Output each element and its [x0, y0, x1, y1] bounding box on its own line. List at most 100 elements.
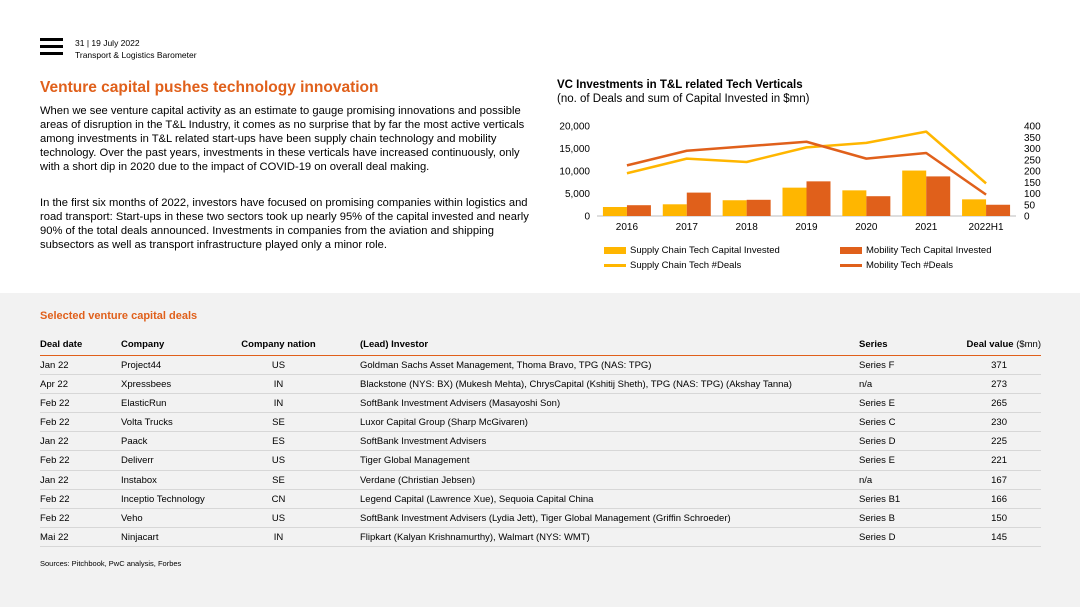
cell-date: Feb 22: [40, 398, 70, 410]
bar-mobility-tech-capital-invested: [746, 199, 771, 216]
table-row: Jan 22 Instabox SE Verdane (Christian Jebse…: [40, 471, 1041, 490]
cell-investor: SoftBank Investment Advisers: [360, 436, 487, 448]
article-paragraph-1: When we see venture capital activity as …: [40, 105, 525, 173]
table-row: Feb 22 ElasticRun IN SoftBank Investment Ad…: [40, 394, 1041, 414]
bar-supply-chain-tech-capital-invested: [722, 200, 747, 216]
legend-mobility-capital: Mobility Tech Capital Invested: [840, 245, 992, 256]
deals-panel: [0, 293, 1080, 607]
cell-value: 371: [991, 360, 1007, 371]
table-row: Feb 22 Deliverr US Tiger Global Management S…: [40, 451, 1041, 471]
bar-supply-chain-tech-capital-invested: [962, 199, 987, 216]
bar-supply-chain-tech-capital-invested: [782, 187, 807, 216]
bar-mobility-tech-capital-invested: [626, 205, 651, 216]
cell-series: Series E: [859, 455, 895, 467]
x-tick-label: 2017: [676, 222, 699, 233]
y-left-tick-label: 0: [584, 212, 590, 223]
cell-value: 265: [991, 398, 1007, 410]
cell-company: Instabox: [121, 474, 157, 486]
y-left-tick-label: 10,000: [559, 167, 590, 178]
cell-investor: Flipkart (Kalyan Krishnamurthy), Walmart…: [360, 531, 590, 543]
cell-series: Series E: [859, 398, 895, 410]
cell-date: Mai 22: [40, 531, 69, 543]
cell-series: Series B: [859, 512, 895, 524]
cell-nation: IN: [273, 379, 284, 391]
cell-series: Series B1: [859, 493, 901, 505]
cell-investor: Tiger Global Management: [360, 455, 470, 467]
cell-company: Paack: [121, 436, 148, 448]
deals-table-header: Deal date Company Company nation (Lead) …: [40, 339, 1041, 356]
cell-series: Series F: [859, 360, 895, 371]
y-right-tick-label: 250: [1024, 155, 1041, 166]
publication-name: Transport & Logistics Barometer: [75, 50, 197, 60]
y-right-tick-label: 200: [1024, 167, 1041, 178]
y-right-tick-label: 350: [1024, 133, 1041, 144]
cell-date: Jan 22: [40, 360, 69, 371]
cell-nation: SE: [272, 474, 285, 486]
cell-nation: IN: [273, 531, 284, 543]
col-company: Company: [121, 339, 165, 350]
y-left-tick-label: 5,000: [565, 189, 590, 200]
bar-mobility-tech-capital-invested: [686, 192, 711, 216]
chart-title: VC Investments in T&L related Tech Verti…: [557, 79, 803, 91]
article-title: Venture capital pushes technology innova…: [40, 79, 379, 96]
x-tick-label: 2021: [915, 222, 938, 233]
cell-investor: Luxor Capital Group (Sharp McGivaren): [360, 417, 528, 429]
cell-nation: ES: [272, 436, 285, 448]
cell-company: Project44: [121, 360, 162, 371]
bar-mobility-tech-capital-invested: [926, 176, 951, 216]
deals-title: Selected venture capital deals: [40, 310, 198, 322]
col-investor: (Lead) Investor: [360, 339, 429, 350]
cell-series: Series D: [859, 531, 896, 543]
cell-date: Feb 22: [40, 455, 70, 467]
col-deal-date: Deal date: [40, 339, 83, 350]
bar-supply-chain-tech-capital-invested: [662, 204, 687, 216]
cell-company: Volta Trucks: [121, 417, 173, 429]
cell-nation: US: [271, 455, 286, 467]
cell-date: Feb 22: [40, 417, 70, 429]
cell-nation: SE: [272, 417, 285, 429]
cell-value: 225: [991, 436, 1007, 448]
cell-nation: US: [271, 360, 286, 371]
y-right-tick-label: 0: [1024, 212, 1030, 223]
col-company-nation: Company nation: [241, 339, 316, 350]
cell-date: Jan 22: [40, 474, 69, 486]
cell-series: Series C: [859, 417, 896, 429]
cell-value: 230: [991, 417, 1007, 429]
y-right-tick-label: 300: [1024, 144, 1041, 155]
bar-supply-chain-tech-capital-invested: [602, 207, 627, 216]
chart-subtitle: (no. of Deals and sum of Capital Investe…: [557, 93, 810, 105]
cell-investor: Goldman Sachs Asset Management, Thoma Br…: [360, 360, 652, 371]
y-right-tick-label: 100: [1024, 189, 1041, 200]
cell-company: Xpressbees: [121, 379, 172, 391]
bar-supply-chain-tech-capital-invested: [902, 170, 927, 216]
cell-investor: Legend Capital (Lawrence Xue), Sequoia C…: [360, 493, 594, 505]
cell-company: ElasticRun: [121, 398, 167, 410]
x-tick-label: 2018: [736, 222, 759, 233]
y-right-tick-label: 400: [1024, 122, 1041, 133]
x-tick-label: 2016: [616, 222, 639, 233]
x-tick-label: 2022H1: [969, 222, 1004, 233]
table-row: Jan 22 Paack ES SoftBank Investment Adviser…: [40, 432, 1041, 452]
cell-date: Feb 22: [40, 512, 70, 524]
cell-value: 150: [991, 512, 1007, 524]
x-tick-label: 2019: [795, 222, 818, 233]
cell-company: Ninjacart: [121, 531, 159, 543]
cell-value: 145: [991, 531, 1007, 543]
x-tick-label: 2020: [855, 222, 878, 233]
article-paragraph-2: In the first six months of 2022, investo…: [40, 197, 529, 251]
cell-nation: IN: [273, 398, 284, 410]
cell-date: Apr 22: [40, 379, 68, 391]
legend-supply-capital: Supply Chain Tech Capital Invested: [604, 245, 780, 256]
bar-mobility-tech-capital-invested: [986, 204, 1011, 216]
cell-investor: Blackstone (NYS: BX) (Mukesh Mehta), Chr…: [360, 379, 792, 391]
table-row: Feb 22 Veho US SoftBank Investment Advisers…: [40, 509, 1041, 528]
y-left-tick-label: 20,000: [559, 122, 590, 133]
deals-table-body: Jan 22 Project44 US Goldman Sachs Asset Man…: [40, 356, 1041, 547]
cell-company: Deliverr: [121, 455, 154, 467]
cell-value: 221: [991, 455, 1007, 467]
menu-icon[interactable]: [40, 38, 63, 55]
cell-series: n/a: [859, 474, 873, 486]
cell-company: Inceptio Technology: [121, 493, 205, 505]
cell-value: 273: [991, 379, 1007, 391]
cell-series: Series D: [859, 436, 896, 448]
